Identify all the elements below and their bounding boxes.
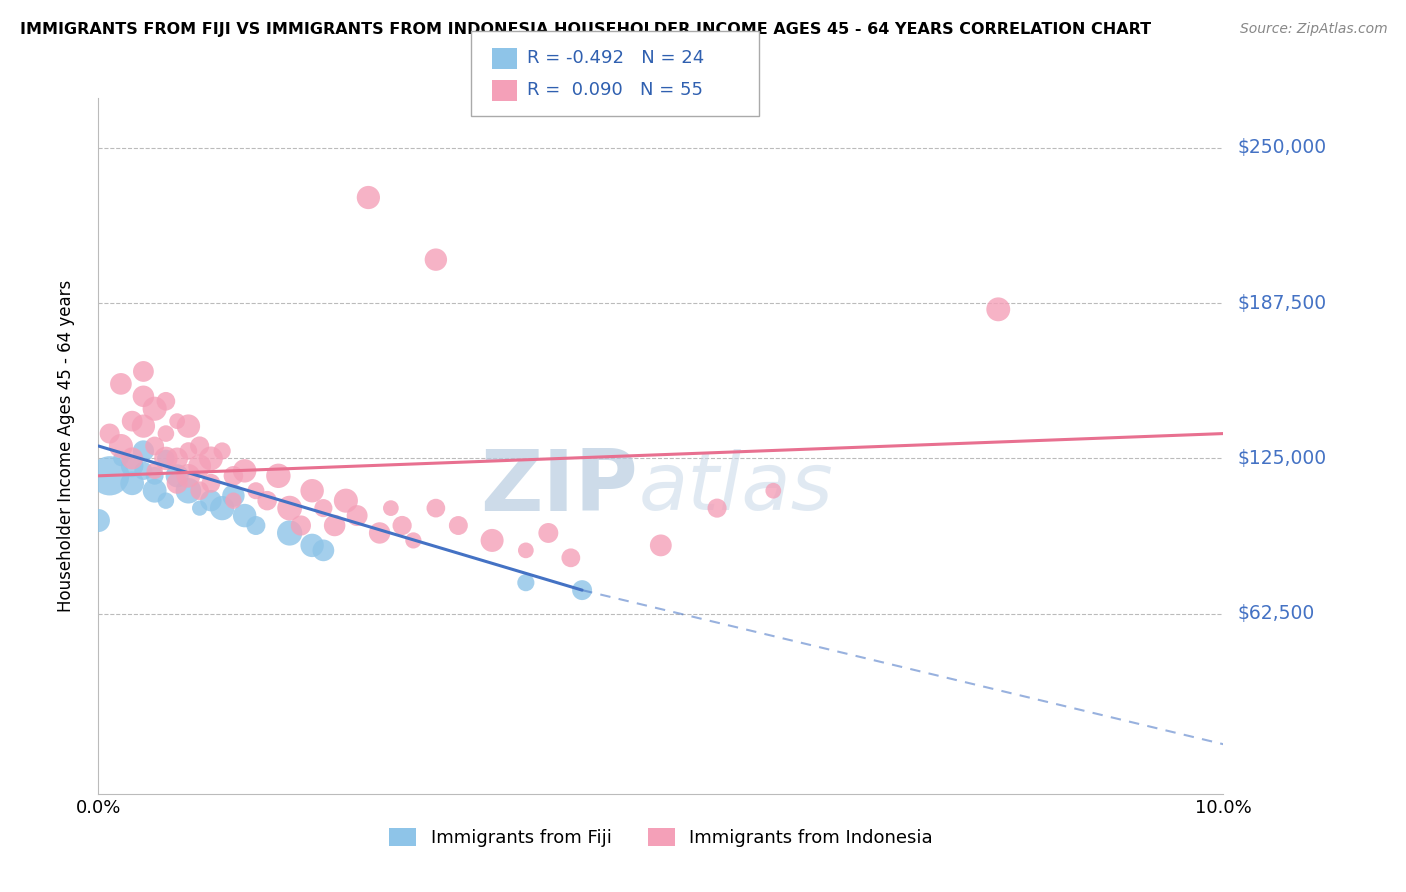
Point bbox=[447, 518, 470, 533]
Legend: Immigrants from Fiji, Immigrants from Indonesia: Immigrants from Fiji, Immigrants from In… bbox=[382, 821, 939, 855]
Point bbox=[357, 190, 380, 204]
Point bbox=[312, 501, 335, 516]
Point bbox=[560, 550, 582, 565]
Point bbox=[177, 419, 200, 434]
Point bbox=[98, 426, 121, 441]
Point bbox=[537, 526, 560, 541]
Point bbox=[267, 468, 290, 483]
Text: atlas: atlas bbox=[638, 449, 834, 527]
Point bbox=[222, 493, 245, 508]
Point bbox=[110, 451, 132, 466]
Point bbox=[132, 389, 155, 403]
Point bbox=[290, 518, 312, 533]
Point bbox=[245, 518, 267, 533]
Point bbox=[155, 426, 177, 441]
Point bbox=[335, 493, 357, 508]
Point bbox=[143, 401, 166, 416]
Point bbox=[425, 252, 447, 267]
Point bbox=[481, 533, 503, 548]
Point bbox=[245, 483, 267, 498]
Text: $125,000: $125,000 bbox=[1237, 449, 1326, 468]
Point bbox=[211, 501, 233, 516]
Text: R = -0.492   N = 24: R = -0.492 N = 24 bbox=[527, 49, 704, 68]
Point bbox=[177, 468, 200, 483]
Point bbox=[233, 508, 256, 523]
Point bbox=[110, 376, 132, 391]
Point bbox=[121, 414, 143, 428]
Point bbox=[188, 458, 211, 473]
Point bbox=[515, 543, 537, 558]
Point bbox=[391, 518, 413, 533]
Point bbox=[143, 439, 166, 453]
Text: $187,500: $187,500 bbox=[1237, 293, 1326, 312]
Point bbox=[987, 302, 1010, 317]
Point bbox=[166, 468, 188, 483]
Point bbox=[143, 464, 166, 478]
Point bbox=[323, 518, 346, 533]
Point bbox=[368, 526, 391, 541]
Point bbox=[121, 451, 143, 466]
Point bbox=[233, 464, 256, 478]
Point bbox=[312, 543, 335, 558]
Point bbox=[98, 468, 121, 483]
Point bbox=[706, 501, 728, 516]
Point bbox=[301, 483, 323, 498]
Point bbox=[132, 364, 155, 378]
Point bbox=[256, 493, 278, 508]
Point bbox=[143, 468, 166, 483]
Point bbox=[143, 483, 166, 498]
Point bbox=[515, 575, 537, 590]
Point bbox=[222, 468, 245, 483]
Point bbox=[121, 476, 143, 491]
Point bbox=[425, 501, 447, 516]
Point bbox=[177, 444, 200, 458]
Point bbox=[110, 439, 132, 453]
Point bbox=[166, 451, 188, 466]
Point bbox=[177, 483, 200, 498]
Y-axis label: Householder Income Ages 45 - 64 years: Householder Income Ages 45 - 64 years bbox=[56, 280, 75, 612]
Point bbox=[166, 476, 188, 491]
Point bbox=[121, 458, 143, 473]
Text: ZIP: ZIP bbox=[481, 446, 638, 529]
Point bbox=[278, 501, 301, 516]
Text: $250,000: $250,000 bbox=[1237, 138, 1326, 157]
Point bbox=[650, 538, 672, 552]
Point bbox=[155, 451, 177, 466]
Point bbox=[278, 526, 301, 541]
Point bbox=[132, 464, 155, 478]
Point bbox=[301, 538, 323, 552]
Point bbox=[87, 514, 110, 528]
Point bbox=[402, 533, 425, 548]
Point bbox=[222, 489, 245, 503]
Text: IMMIGRANTS FROM FIJI VS IMMIGRANTS FROM INDONESIA HOUSEHOLDER INCOME AGES 45 - 6: IMMIGRANTS FROM FIJI VS IMMIGRANTS FROM … bbox=[20, 22, 1150, 37]
Point bbox=[762, 483, 785, 498]
Point bbox=[166, 414, 188, 428]
Point bbox=[188, 439, 211, 453]
Point bbox=[200, 493, 222, 508]
Point bbox=[132, 444, 155, 458]
Point bbox=[155, 394, 177, 409]
Point bbox=[200, 476, 222, 491]
Point bbox=[346, 508, 368, 523]
Point bbox=[211, 444, 233, 458]
Point bbox=[155, 451, 177, 466]
Text: Source: ZipAtlas.com: Source: ZipAtlas.com bbox=[1240, 22, 1388, 37]
Point bbox=[571, 583, 593, 598]
Point bbox=[155, 493, 177, 508]
Point bbox=[380, 501, 402, 516]
Point bbox=[132, 419, 155, 434]
Point bbox=[200, 451, 222, 466]
Point bbox=[188, 483, 211, 498]
Text: $62,500: $62,500 bbox=[1237, 604, 1315, 624]
Point bbox=[188, 501, 211, 516]
Text: R =  0.090   N = 55: R = 0.090 N = 55 bbox=[527, 81, 703, 99]
